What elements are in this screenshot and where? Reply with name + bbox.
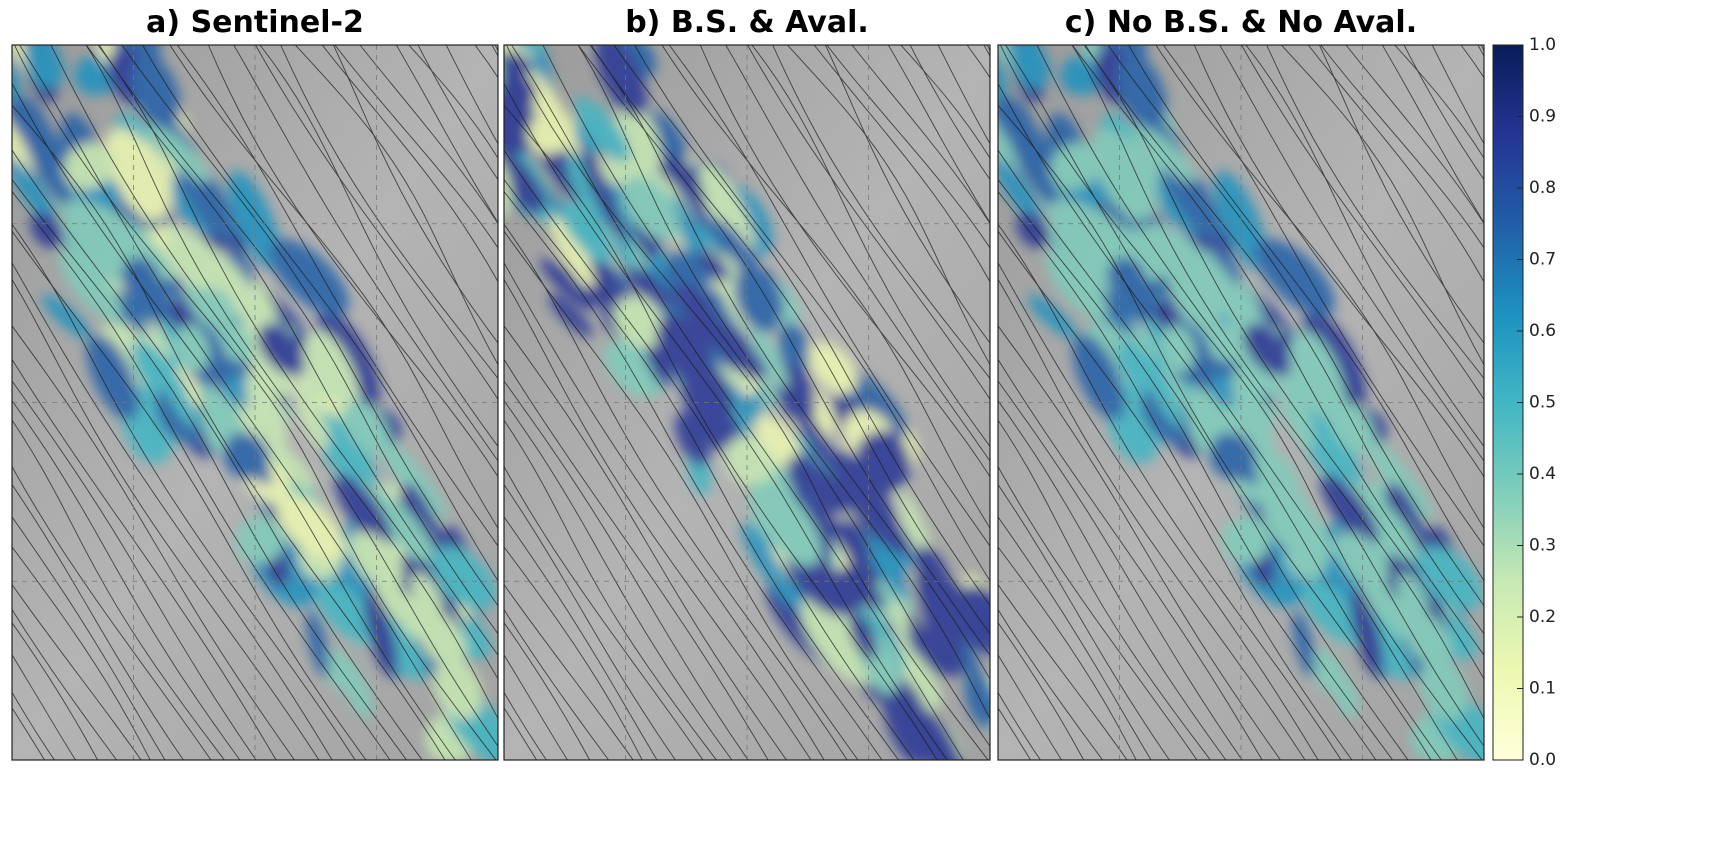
contour-line: [1700, 12, 1724, 804]
colorbar-tick-label: 0.5: [1529, 393, 1556, 413]
contour-line: [1647, 0, 1724, 801]
colorbar-tick-label: 0.8: [1529, 178, 1556, 198]
contour-line: [1531, 2, 1724, 812]
colorbar-tick-label: 1.0: [1529, 35, 1556, 55]
colorbar-tick-label: 0.7: [1529, 250, 1556, 270]
contour-line: [1574, 0, 1724, 792]
contour-line: [1566, 0, 1724, 806]
colorbar-tick-label: 0.9: [1529, 107, 1556, 127]
contour-line: [1611, 0, 1724, 784]
colorbar-tick-label: 0.6: [1529, 321, 1556, 341]
colorbar-tick-label: 0.2: [1529, 607, 1556, 627]
contour-line: [1642, 19, 1724, 812]
contour-line: [1625, 16, 1724, 809]
panel-title: b) B.S. & Aval.: [625, 5, 869, 40]
panel-title: a) Sentinel-2: [146, 5, 364, 40]
panel-title: c) No B.S. & No Aval.: [1065, 5, 1417, 40]
contour-line: [1452, 0, 1724, 802]
colorbar-tick-label: 0.0: [1529, 750, 1556, 770]
figure: a) Sentinel-2 b) B.S. & Aval. c) No B.S. &…: [0, 0, 1724, 841]
contour-line: [1668, 0, 1724, 797]
snow-patch: [396, 0, 461, 50]
colorbar-tick-label: 0.1: [1529, 679, 1556, 699]
colorbar-tick-label: 0.3: [1529, 536, 1556, 556]
colorbar-tick-label: 0.4: [1529, 464, 1556, 484]
snow-patch: [56, 0, 110, 48]
